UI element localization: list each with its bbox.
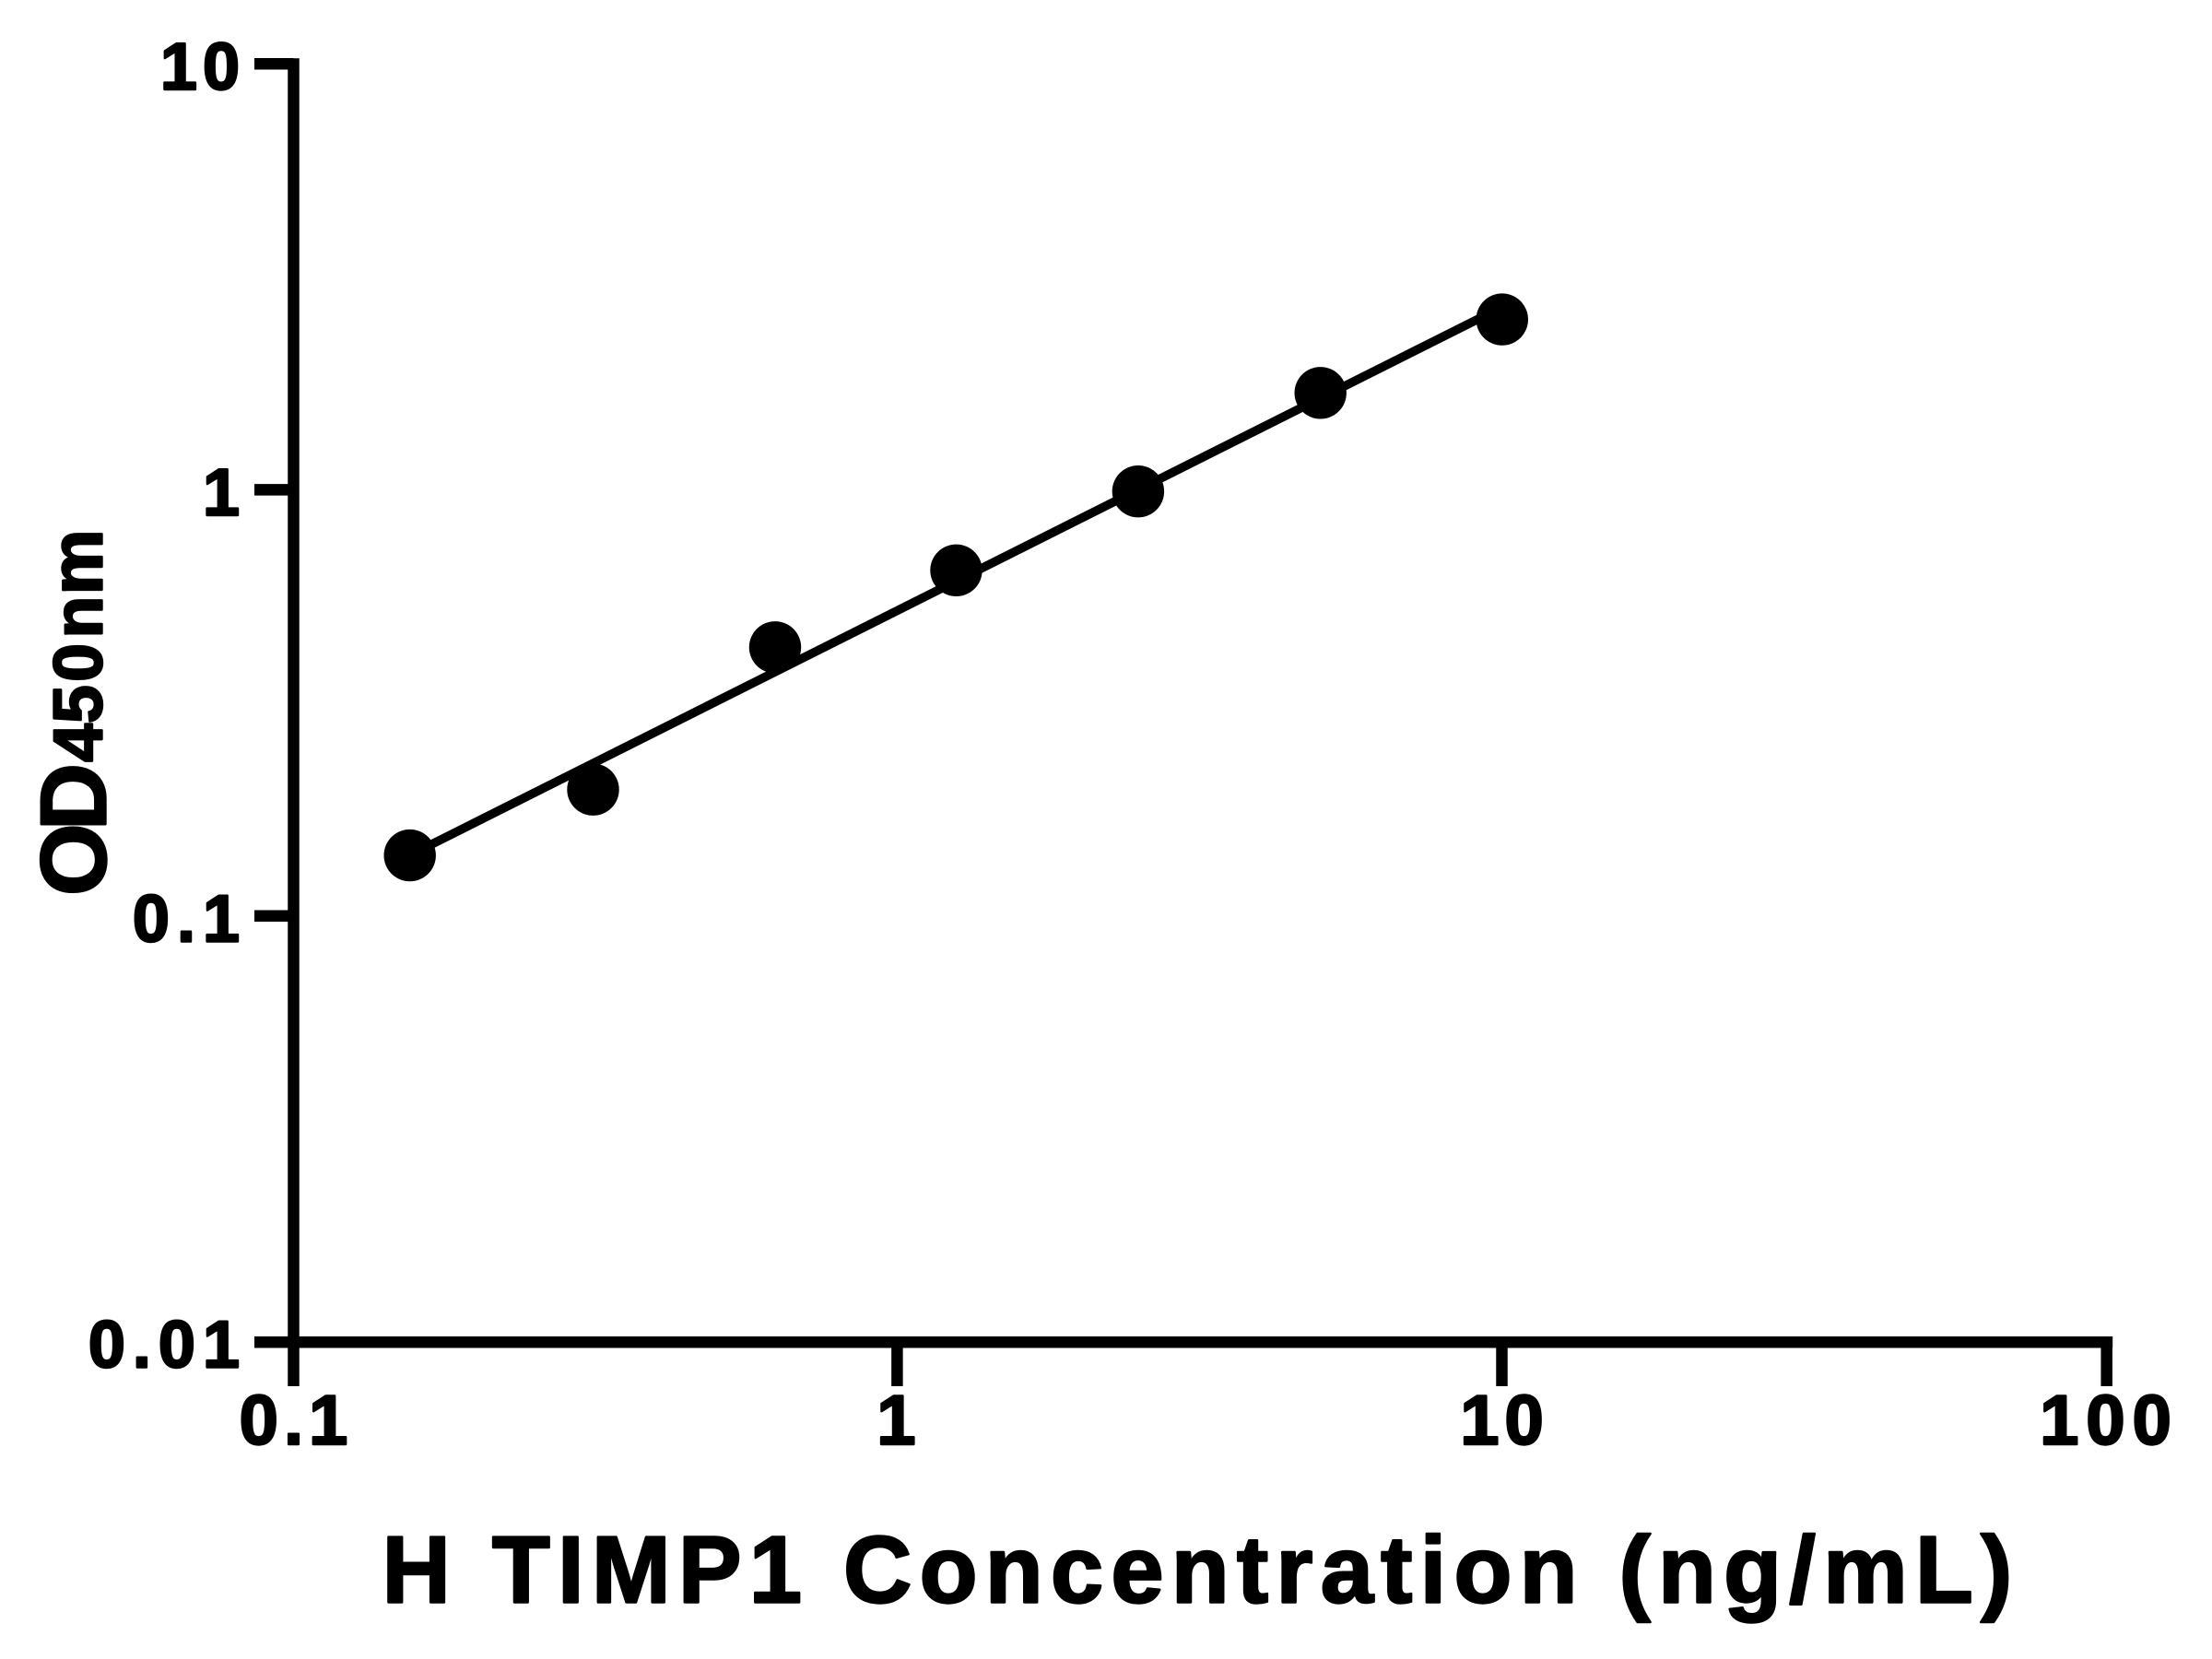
svg-text:0.1: 0.1 (133, 882, 247, 956)
svg-text:10: 10 (160, 30, 245, 104)
svg-text:0.01: 0.01 (88, 1309, 247, 1382)
svg-text:100: 100 (2040, 1382, 2179, 1460)
svg-text:OD450nm: OD450nm (23, 529, 126, 896)
svg-text:1: 1 (877, 1382, 921, 1460)
svg-text:1: 1 (203, 456, 245, 530)
svg-text:10: 10 (1460, 1382, 1549, 1460)
svg-text:H TIMP1 Concentration (ng/mL): H TIMP1 Concentration (ng/mL) (382, 1517, 2019, 1623)
svg-text:0.1: 0.1 (240, 1382, 354, 1460)
